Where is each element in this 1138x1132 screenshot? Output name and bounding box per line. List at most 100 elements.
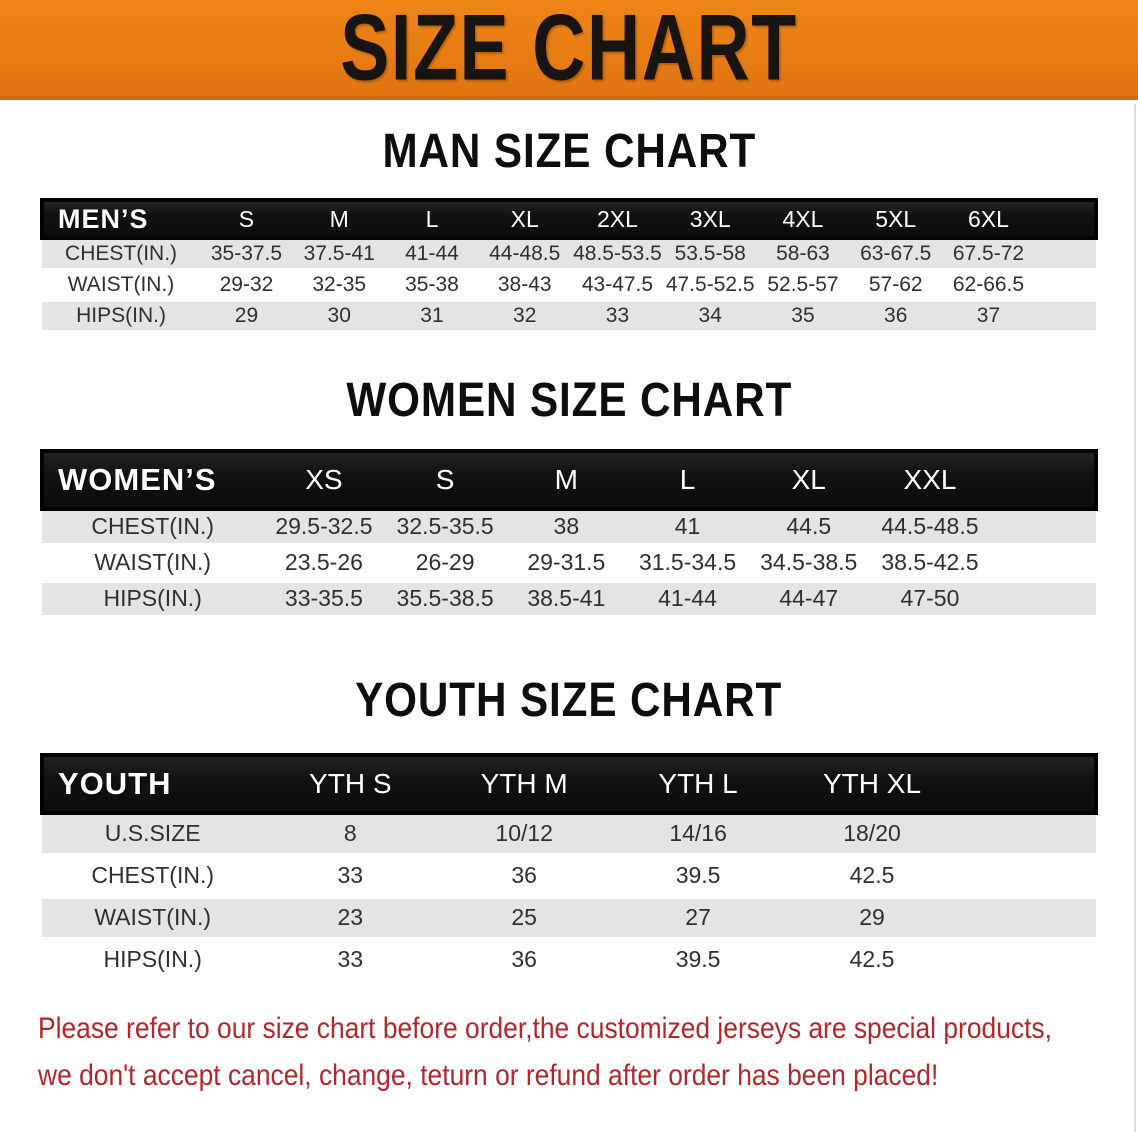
- measurement-value-cell: 41-44: [385, 237, 479, 271]
- measurement-value-cell: 38.5-41: [505, 580, 627, 619]
- men-size-column-header: L: [385, 198, 479, 240]
- men-size-column-header: 5XL: [849, 198, 943, 240]
- spacer-cell: [990, 448, 1099, 511]
- measurement-value-cell: 32: [478, 300, 572, 333]
- banner-title: SIZE CHART: [340, 0, 798, 101]
- measurement-value-cell: 32.5-35.5: [384, 507, 506, 547]
- measurement-value-cell: 23: [263, 896, 438, 941]
- measurement-value-cell: 39.5: [611, 938, 786, 983]
- measurement-row-label: CHEST(IN.): [42, 237, 201, 271]
- measurement-value-cell: 41: [626, 507, 749, 547]
- women-size-table-wrap: WOMEN’S XS S M L XL XXL CHEST(IN.) 29.5-32.5 32.…: [39, 448, 1099, 619]
- table-row: U.S.SIZE 8 10/12 14/16 18/20: [42, 811, 1096, 857]
- measurement-row-label: HIPS(IN.): [42, 938, 264, 983]
- measurement-value-cell: 48.5-53.5: [571, 237, 664, 271]
- table-row: CHEST(IN.) 29.5-32.5 32.5-35.5 38 41 44.5 44.5…: [42, 507, 1096, 547]
- measurement-value-cell: 67.5-72: [942, 237, 1035, 271]
- measurement-value-cell: 32-35: [292, 269, 386, 302]
- men-size-table-wrap: MEN’S S M L XL 2XL 3XL 4XL 5XL 6XL CHEST(IN.) 35-3…: [39, 198, 1099, 333]
- men-header-row: MEN’S S M L XL 2XL 3XL 4XL 5XL 6XL: [39, 198, 1099, 240]
- measurement-value-cell: 26-29: [384, 544, 506, 583]
- youth-size-column-header: YTH L: [611, 752, 786, 815]
- youth-header-row: YOUTH YTH S YTH M YTH L YTH XL: [39, 752, 1099, 815]
- measurement-value-cell: 34: [663, 300, 757, 333]
- youth-size-table-wrap: YOUTH YTH S YTH M YTH L YTH XL U.S.SIZE 8 10/1…: [39, 752, 1099, 983]
- youth-size-column-header: YTH S: [263, 752, 438, 815]
- spacer-cell: [990, 507, 1096, 547]
- men-size-table: MEN’S S M L XL 2XL 3XL 4XL 5XL 6XL CHEST(IN.) 35-3…: [39, 198, 1099, 333]
- men-corner-label: MEN’S: [39, 198, 201, 240]
- table-row: CHEST(IN.) 35-37.5 37.5-41 41-44 44-48.5 48.5…: [42, 237, 1096, 271]
- youth-corner-label: YOUTH: [39, 752, 264, 815]
- women-size-column-header: XL: [748, 448, 870, 511]
- measurement-row-label: WAIST(IN.): [42, 896, 264, 941]
- measurement-value-cell: 10/12: [437, 811, 612, 857]
- measurement-value-cell: 35: [756, 300, 850, 333]
- table-row: WAIST(IN.) 29-32 32-35 35-38 38-43 43-47.5 47.…: [42, 269, 1096, 302]
- measurement-row-label: HIPS(IN.): [42, 580, 264, 619]
- measurement-value-cell: 47.5-52.5: [663, 269, 757, 302]
- measurement-value-cell: 62-66.5: [942, 269, 1035, 302]
- measurement-value-cell: 42.5: [785, 854, 959, 899]
- measurement-value-cell: 38: [505, 507, 627, 547]
- measurement-value-cell: 14/16: [611, 811, 786, 857]
- men-size-column-header: 4XL: [756, 198, 850, 240]
- measurement-value-cell: 31.5-34.5: [626, 544, 749, 583]
- measurement-value-cell: 29.5-32.5: [263, 507, 385, 547]
- measurement-value-cell: 33: [263, 938, 438, 983]
- measurement-value-cell: 30: [292, 300, 386, 333]
- measurement-row-label: HIPS(IN.): [42, 300, 201, 333]
- women-size-table: WOMEN’S XS S M L XL XXL CHEST(IN.) 29.5-32.5 32.…: [39, 448, 1099, 619]
- measurement-value-cell: 29: [785, 896, 959, 941]
- size-chart-banner: SIZE CHART: [0, 0, 1138, 100]
- women-size-column-header: M: [505, 448, 627, 511]
- men-size-column-header: 3XL: [663, 198, 757, 240]
- measurement-value-cell: 44-48.5: [478, 237, 572, 271]
- disclaimer-line-1: Please refer to our size chart before or…: [38, 1011, 1052, 1045]
- women-size-column-header: XS: [263, 448, 385, 511]
- measurement-row-label: WAIST(IN.): [42, 544, 264, 583]
- measurement-value-cell: 31: [385, 300, 479, 333]
- spacer-cell: [990, 544, 1096, 583]
- image-edge-line: [1134, 104, 1136, 1132]
- spacer-cell: [1034, 300, 1096, 333]
- measurement-value-cell: 29-31.5: [505, 544, 627, 583]
- spacer-cell: [958, 811, 1096, 857]
- spacer-cell: [990, 580, 1096, 619]
- measurement-value-cell: 33: [263, 854, 438, 899]
- table-row: WAIST(IN.) 23.5-26 26-29 29-31.5 31.5-34.5 34…: [42, 544, 1096, 583]
- table-row: WAIST(IN.) 23 25 27 29: [42, 896, 1096, 941]
- women-section-heading: WOMEN SIZE CHART: [346, 373, 792, 427]
- measurement-value-cell: 44.5: [748, 507, 870, 547]
- measurement-value-cell: 52.5-57: [756, 269, 850, 302]
- measurement-value-cell: 43-47.5: [571, 269, 664, 302]
- measurement-row-label: CHEST(IN.): [42, 854, 264, 899]
- spacer-cell: [958, 854, 1096, 899]
- measurement-row-label: U.S.SIZE: [42, 811, 264, 857]
- measurement-value-cell: 38.5-42.5: [869, 544, 991, 583]
- measurement-value-cell: 37: [942, 300, 1035, 333]
- spacer-cell: [958, 938, 1096, 983]
- measurement-value-cell: 57-62: [849, 269, 943, 302]
- measurement-value-cell: 34.5-38.5: [748, 544, 870, 583]
- table-row: HIPS(IN.) 29 30 31 32 33 34 35 36 37: [42, 300, 1096, 333]
- measurement-value-cell: 44-47: [748, 580, 870, 619]
- measurement-value-cell: 44.5-48.5: [869, 507, 991, 547]
- measurement-value-cell: 47-50: [869, 580, 991, 619]
- measurement-value-cell: 36: [437, 938, 612, 983]
- measurement-value-cell: 41-44: [626, 580, 749, 619]
- youth-section-heading: YOUTH SIZE CHART: [355, 673, 783, 727]
- disclaimer-note: Please refer to our size chart before or…: [38, 1005, 1138, 1099]
- men-size-column-header: S: [200, 198, 293, 240]
- table-row: HIPS(IN.) 33 36 39.5 42.5: [42, 938, 1096, 983]
- measurement-value-cell: 35.5-38.5: [384, 580, 506, 619]
- measurement-value-cell: 18/20: [785, 811, 959, 857]
- youth-size-table: YOUTH YTH S YTH M YTH L YTH XL U.S.SIZE 8 10/1…: [39, 752, 1099, 983]
- measurement-value-cell: 58-63: [756, 237, 850, 271]
- table-row: CHEST(IN.) 33 36 39.5 42.5: [42, 854, 1096, 899]
- men-size-column-header: 2XL: [571, 198, 664, 240]
- women-size-column-header: L: [626, 448, 749, 511]
- measurement-value-cell: 42.5: [785, 938, 959, 983]
- measurement-value-cell: 23.5-26: [263, 544, 385, 583]
- measurement-value-cell: 33-35.5: [263, 580, 385, 619]
